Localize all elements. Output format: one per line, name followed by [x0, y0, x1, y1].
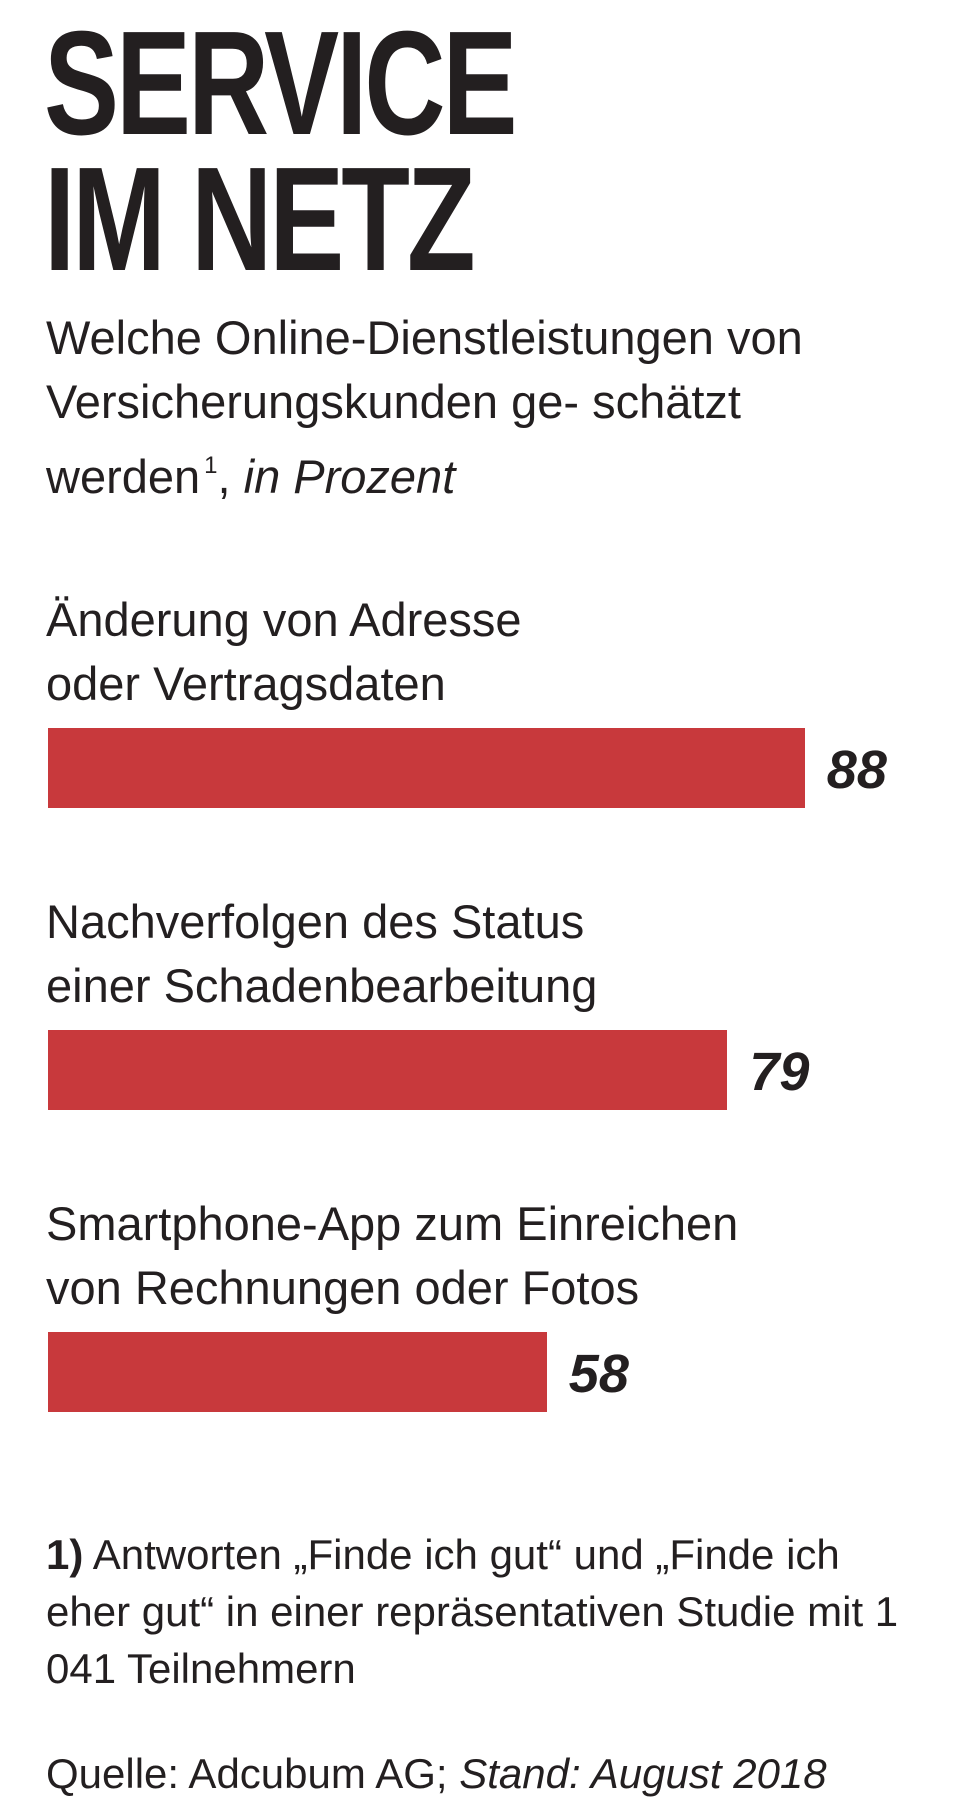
category-label-line: von Rechnungen oder Fotos [46, 1261, 640, 1314]
bar [48, 1030, 728, 1110]
chart-title: SERVICE IM NETZ [44, 1, 518, 302]
title-line-1: SERVICE [44, 1, 518, 166]
category-label-line: oder Vertragsdaten [46, 657, 446, 710]
subtitle-text: Welche Online-Dienstleistungen von Versi… [46, 311, 803, 503]
bar [48, 1332, 547, 1412]
category-label-line: einer Schadenbearbeitung [46, 959, 598, 1012]
category-label-line: Änderung von Adresse [46, 593, 522, 646]
footnote-mark: 1 [204, 452, 218, 479]
category-label-line: Smartphone-App zum Einreichen [46, 1197, 739, 1250]
title-line-2: IM NETZ [44, 137, 476, 302]
category-label: Änderung von Adresse oder Vertragsdaten [46, 588, 926, 716]
subtitle-unit: in Prozent [243, 450, 456, 503]
category-label-line: Nachverfolgen des Status [46, 895, 585, 948]
value-label: 58 [568, 1344, 629, 1404]
footnote: 1) Antworten „Finde ich gut“ und „Finde … [46, 1526, 926, 1697]
category-label: Nachverfolgen des Status einer Schadenbea… [46, 890, 926, 1018]
source-label: Quelle: Adcubum AG; [46, 1750, 448, 1797]
footnote-marker: 1) [46, 1531, 84, 1578]
source-line: Quelle: Adcubum AG; Stand: August 2018 [46, 1745, 946, 1802]
value-label: 79 [749, 1042, 810, 1102]
category-label: Smartphone-App zum Einreichen von Rechnun… [46, 1192, 926, 1320]
value-label: 88 [826, 740, 887, 800]
source-date: Stand: August 2018 [459, 1750, 827, 1797]
bar [48, 728, 805, 808]
subtitle-separator: , [217, 450, 231, 503]
chart-subtitle: Welche Online-Dienstleistungen von Versi… [46, 306, 926, 509]
footnote-text: Antworten „Finde ich gut“ und „Finde ich… [46, 1531, 899, 1692]
